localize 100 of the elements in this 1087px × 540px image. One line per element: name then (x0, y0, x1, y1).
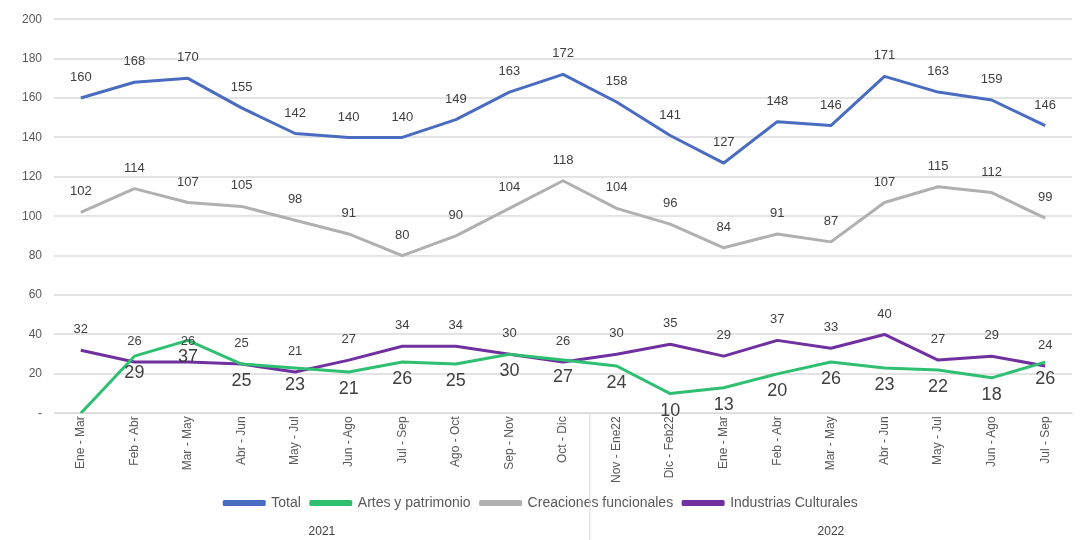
data-label: 118 (552, 151, 574, 167)
legend-label: Total (271, 493, 301, 510)
data-label: 171 (873, 47, 896, 63)
y-tick-label: 180 (21, 50, 43, 65)
data-label: 22 (928, 375, 949, 396)
y-tick-label: 20 (28, 366, 43, 381)
data-label: 24 (606, 371, 627, 392)
data-label: 37 (770, 311, 785, 327)
x-tick-label: Nov - Ene22 (608, 415, 623, 483)
data-label: 29 (124, 362, 145, 383)
data-label: 160 (69, 69, 92, 85)
data-label: 26 (555, 333, 571, 349)
data-label: 98 (287, 191, 303, 207)
x-tick-label: Jul - Sep (394, 415, 409, 464)
data-label: 26 (1035, 368, 1056, 389)
data-label: 127 (712, 134, 735, 150)
data-label: 84 (716, 218, 731, 234)
y-tick-label: 140 (21, 129, 43, 144)
data-label: 159 (980, 71, 1003, 87)
data-label: 163 (498, 63, 521, 79)
text: 2021 (308, 524, 336, 539)
data-label: 146 (820, 96, 842, 112)
legend-label: Artes y patrimonio (357, 493, 471, 510)
data-label: 40 (877, 305, 892, 321)
y-tick-label: 120 (21, 169, 43, 184)
data-label: 91 (770, 205, 785, 221)
data-label: 91 (341, 205, 356, 221)
data-label: 115 (927, 157, 949, 173)
data-label: 104 (605, 179, 628, 195)
data-label: 25 (445, 370, 466, 390)
data-label: 32 (73, 321, 89, 337)
x-tick-label: Jul - Sep (1037, 415, 1052, 464)
data-label: 158 (605, 73, 628, 89)
x-tick-label: Abr - Jun (233, 416, 248, 465)
data-label: 107 (177, 173, 199, 189)
text: 2022 (817, 524, 845, 539)
data-label: 26 (127, 333, 142, 349)
x-tick-label: Feb - Abr (769, 416, 784, 466)
data-label: 87 (823, 212, 839, 228)
data-label: 13 (713, 393, 734, 414)
data-label: 30 (499, 360, 520, 381)
data-label: 90 (448, 207, 464, 223)
x-tick-label: Ene - Mar (73, 416, 88, 469)
data-label: 114 (124, 159, 145, 175)
x-tick-label: Mar - May (823, 416, 838, 471)
data-label: 34 (395, 317, 410, 333)
data-label: 102 (69, 183, 92, 199)
data-label: 168 (123, 53, 146, 69)
data-label: 140 (391, 108, 414, 124)
data-label: 104 (498, 179, 521, 195)
data-label: 24 (1037, 337, 1053, 353)
data-label: 155 (230, 78, 253, 94)
y-tick-label: 100 (21, 208, 43, 223)
y-tick-label: - (38, 405, 43, 420)
data-label: 148 (766, 92, 789, 108)
y-tick-label: 60 (28, 287, 43, 302)
data-label: 140 (337, 108, 360, 124)
data-label: 141 (659, 106, 682, 122)
x-tick-label: Mar - May (180, 416, 195, 471)
legend-label: Creaciones funcionales (527, 493, 674, 510)
data-label: 112 (981, 163, 1002, 179)
x-tick-label: Dic - Feb22 (662, 415, 677, 479)
data-label: 21 (338, 377, 359, 398)
x-tick-label: May - Jul (287, 416, 302, 465)
data-label: 20 (767, 379, 788, 400)
data-label: 26 (392, 368, 413, 389)
data-label: 149 (445, 90, 467, 106)
data-label: 80 (395, 226, 410, 242)
data-label: 96 (662, 195, 678, 211)
data-label: 26 (820, 368, 841, 389)
x-tick-label: Jun - Ago (341, 415, 356, 467)
data-label: 105 (230, 177, 253, 193)
x-tick-label: Ago - Oct (448, 415, 463, 467)
data-label: 29 (984, 327, 999, 343)
data-label: 34 (448, 317, 464, 333)
data-label: 23 (285, 373, 306, 394)
x-tick-label: May - Jul (930, 416, 945, 465)
data-label: 23 (874, 373, 895, 394)
data-label: 142 (284, 104, 306, 120)
data-label: 33 (823, 319, 839, 335)
data-label: 172 (552, 45, 574, 61)
x-tick-label: Oct - Dic (555, 416, 570, 463)
data-label: 170 (177, 49, 199, 65)
data-label: 29 (716, 327, 731, 343)
data-label: 27 (553, 366, 574, 387)
y-tick-label: 80 (28, 247, 43, 262)
data-label: 25 (234, 335, 249, 351)
x-tick-label: Abr - Jun (876, 416, 891, 465)
data-label: 18 (981, 383, 1002, 404)
data-label: 163 (927, 63, 949, 79)
y-tick-label: 200 (21, 11, 43, 26)
y-tick-label: 40 (28, 326, 43, 341)
data-label: 146 (1034, 96, 1057, 112)
data-label: 30 (502, 325, 517, 341)
data-label: 27 (341, 331, 356, 347)
data-label: 27 (930, 331, 946, 347)
x-tick-label: Feb - Abr (126, 416, 141, 466)
x-tick-label: Jun - Ago (983, 415, 998, 467)
data-label: 30 (609, 325, 624, 341)
x-tick-label: Sep - Nov (501, 416, 516, 470)
